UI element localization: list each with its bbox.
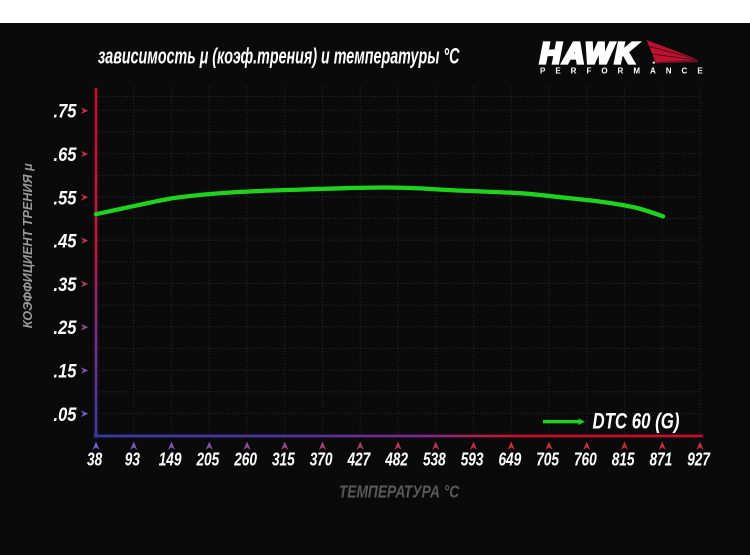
svg-text:.25: .25 (54, 317, 78, 338)
svg-text:.05: .05 (54, 404, 78, 425)
svg-text:93: 93 (125, 450, 140, 470)
svg-text:593: 593 (461, 450, 484, 470)
svg-text:760: 760 (574, 450, 597, 470)
svg-text:427: 427 (347, 450, 371, 470)
svg-text:.65: .65 (54, 144, 78, 165)
svg-text:538: 538 (423, 450, 447, 470)
svg-text:.55: .55 (54, 187, 78, 208)
svg-text:149: 149 (159, 450, 182, 470)
svg-text:482: 482 (384, 450, 408, 470)
svg-text:370: 370 (310, 450, 333, 470)
svg-text:815: 815 (612, 450, 636, 470)
svg-text:871: 871 (649, 450, 672, 470)
svg-text:.45: .45 (54, 231, 78, 252)
svg-text:927: 927 (687, 450, 711, 470)
svg-text:260: 260 (233, 450, 257, 470)
svg-text:38: 38 (87, 450, 103, 470)
svg-text:DTC 60 (G): DTC 60 (G) (593, 409, 680, 434)
svg-text:КОЭФФИЦИЕНТ ТРЕНИЯ μ: КОЭФФИЦИЕНТ ТРЕНИЯ μ (21, 163, 35, 328)
svg-text:PERFORMANCE: PERFORMANCE (540, 67, 713, 76)
svg-text:зависимость μ (коэф.трения) и: зависимость μ (коэф.трения) и температур… (98, 43, 460, 68)
svg-text:.15: .15 (54, 360, 78, 381)
svg-text:315: 315 (272, 450, 296, 470)
svg-text:649: 649 (498, 450, 521, 470)
svg-text:.75: .75 (54, 101, 78, 122)
svg-text:HAWK: HAWK (540, 38, 638, 70)
svg-text:ТЕМПЕРАТУРА °C: ТЕМПЕРАТУРА °C (339, 482, 460, 502)
svg-text:205: 205 (196, 450, 220, 470)
svg-text:.35: .35 (54, 274, 78, 295)
svg-text:705: 705 (536, 450, 560, 470)
